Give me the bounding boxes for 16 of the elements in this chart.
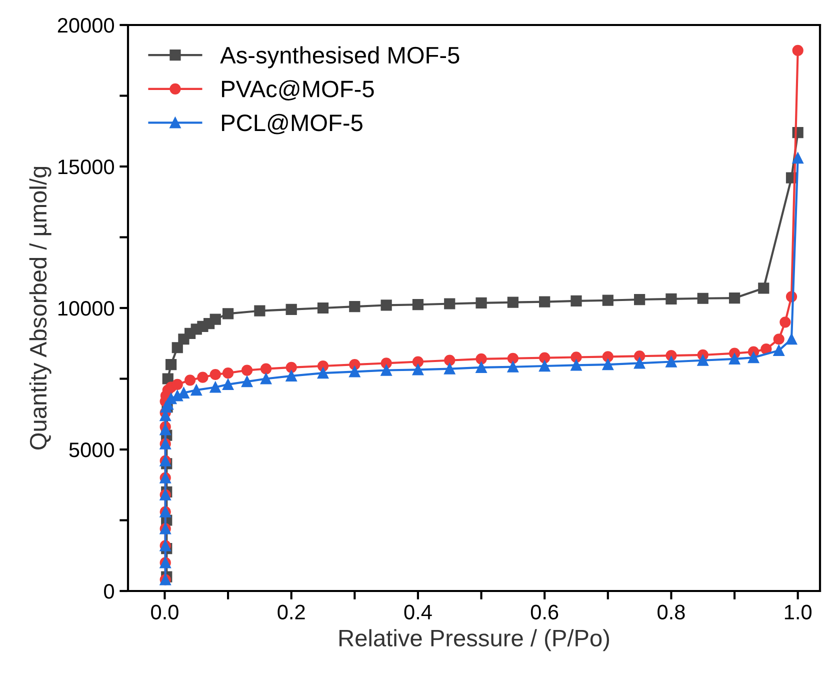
- x-tick-label: 0.0: [151, 604, 178, 620]
- y-tick-label: 10000: [58, 301, 114, 316]
- legend-label: PVAc@MOF-5: [222, 80, 374, 100]
- x-tick-label: 0.2: [278, 604, 305, 620]
- x-tick-label: 0.6: [530, 604, 558, 620]
- y-axis-title: Quantity Absorbed / µmol/g: [29, 166, 52, 450]
- y-tick-label: 5000: [69, 442, 114, 458]
- y-tick-label: 15000: [58, 160, 114, 174]
- legend-label: PCL@MOF-5: [222, 114, 362, 134]
- x-axis-title: Relative Pressure / (P/Po): [339, 629, 610, 652]
- x-tick-label: 0.4: [404, 604, 432, 620]
- x-tick-label: 0.8: [658, 604, 685, 620]
- x-tick-label: 1.0: [784, 604, 812, 620]
- y-tick-label: 0: [104, 584, 114, 599]
- legend-label: As-synthesised MOF-5: [220, 46, 460, 68]
- y-tick-label: 20000: [58, 18, 114, 33]
